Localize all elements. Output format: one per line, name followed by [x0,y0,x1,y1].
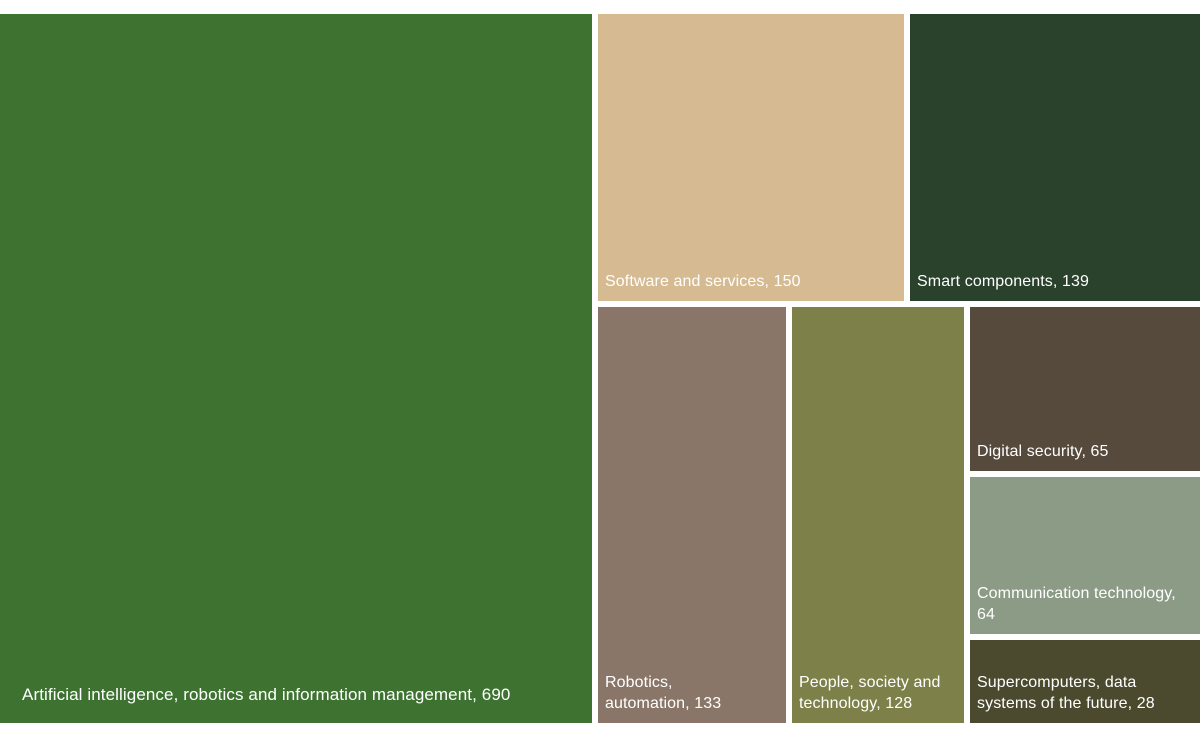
treemap-tile-supercomputers: Supercomputers, data systems of the futu… [970,640,1200,723]
tile-label-supercomputers: Supercomputers, data systems of the futu… [977,673,1155,713]
tile-label-robotics-automation: Robotics, automation, 133 [605,673,722,713]
treemap-tile-people-society-technology: People, society and technology, 128 [792,307,964,723]
treemap-tile-smart-components: Smart components, 139 [910,14,1200,301]
tile-label-smart-components: Smart components, 139 [917,273,1089,291]
tile-label-digital-security: Digital security, 65 [977,443,1109,461]
treemap-tile-artificial-intelligence: Artificial intelligence, robotics and in… [0,14,592,723]
tile-label-artificial-intelligence: Artificial intelligence, robotics and in… [22,685,511,705]
tile-label-software-and-services: Software and services, 150 [605,273,801,291]
tile-label-people-society-technology: People, society and technology, 128 [799,673,941,713]
tile-label-communication-technology: Communication technology, 64 [977,584,1176,624]
treemap-tile-robotics-automation: Robotics, automation, 133 [598,307,786,723]
treemap-tile-digital-security: Digital security, 65 [970,307,1200,471]
treemap-tile-communication-technology: Communication technology, 64 [970,477,1200,634]
treemap-tile-software-and-services: Software and services, 150 [598,14,904,301]
